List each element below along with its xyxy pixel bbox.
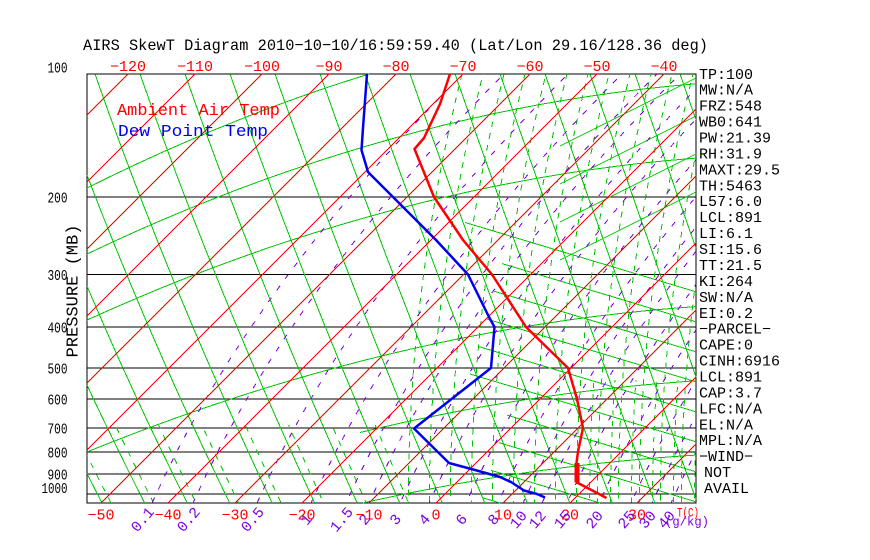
svg-text:MAXT:29.5: MAXT:29.5 bbox=[699, 162, 780, 179]
svg-text:RH:31.9: RH:31.9 bbox=[699, 146, 762, 163]
svg-text:200: 200 bbox=[48, 190, 68, 207]
svg-text:EL:N/A: EL:N/A bbox=[699, 417, 753, 434]
svg-text:LCL:891: LCL:891 bbox=[699, 210, 762, 227]
svg-text:900: 900 bbox=[48, 467, 68, 484]
svg-text:400: 400 bbox=[48, 320, 68, 337]
svg-text:1000: 1000 bbox=[42, 481, 68, 498]
svg-text:WB0:641: WB0:641 bbox=[699, 115, 762, 132]
svg-text:Dew Point Temp: Dew Point Temp bbox=[118, 123, 268, 142]
svg-text:CAP:3.7: CAP:3.7 bbox=[699, 385, 762, 402]
svg-text:MW:N/A: MW:N/A bbox=[699, 83, 753, 100]
svg-text:30: 30 bbox=[628, 508, 646, 525]
svg-text:−90: −90 bbox=[315, 59, 342, 76]
svg-text:−70: −70 bbox=[449, 59, 476, 76]
svg-text:LI:6.1: LI:6.1 bbox=[699, 226, 753, 243]
svg-text:TT:21.5: TT:21.5 bbox=[699, 258, 762, 275]
svg-text:−50: −50 bbox=[87, 508, 114, 525]
svg-text:−80: −80 bbox=[382, 59, 409, 76]
svg-text:TH:5463: TH:5463 bbox=[699, 178, 762, 195]
svg-text:−100: −100 bbox=[244, 59, 280, 76]
svg-text:−10: −10 bbox=[355, 508, 382, 525]
svg-text:KI:264: KI:264 bbox=[699, 274, 753, 291]
svg-text:10: 10 bbox=[494, 508, 512, 525]
svg-text:CAPE:0: CAPE:0 bbox=[699, 338, 753, 355]
svg-text:−120: −120 bbox=[110, 59, 146, 76]
svg-text:−WIND−: −WIND− bbox=[699, 449, 753, 466]
svg-text:−20: −20 bbox=[288, 508, 315, 525]
svg-text:−110: −110 bbox=[177, 59, 213, 76]
svg-text:PRESSURE (MB): PRESSURE (MB) bbox=[65, 225, 84, 358]
svg-text:T(C): T(C) bbox=[677, 506, 699, 521]
svg-text:0: 0 bbox=[431, 508, 440, 525]
svg-text:EI:0.2: EI:0.2 bbox=[699, 306, 753, 323]
svg-text:LCL:891: LCL:891 bbox=[699, 370, 762, 387]
svg-text:L57:6.0: L57:6.0 bbox=[699, 194, 762, 211]
svg-text:−PARCEL−: −PARCEL− bbox=[699, 322, 771, 339]
svg-text:AVAIL: AVAIL bbox=[704, 481, 749, 498]
svg-text:FRZ:548: FRZ:548 bbox=[699, 99, 762, 116]
svg-text:300: 300 bbox=[48, 268, 68, 285]
svg-text:AIRS SkewT Diagram 2010−10−10/: AIRS SkewT Diagram 2010−10−10/16:59:59.4… bbox=[83, 37, 708, 55]
svg-text:SI:15.6: SI:15.6 bbox=[699, 242, 762, 259]
svg-text:800: 800 bbox=[48, 445, 68, 462]
svg-text:500: 500 bbox=[48, 361, 68, 378]
svg-text:−50: −50 bbox=[583, 59, 610, 76]
svg-text:(g/kg): (g/kg) bbox=[665, 515, 709, 530]
svg-text:100: 100 bbox=[48, 60, 68, 77]
svg-text:PW:21.39: PW:21.39 bbox=[699, 131, 771, 148]
svg-text:−40: −40 bbox=[650, 59, 677, 76]
svg-text:−60: −60 bbox=[516, 59, 543, 76]
svg-text:600: 600 bbox=[48, 392, 68, 409]
svg-text:−40: −40 bbox=[154, 508, 181, 525]
svg-text:MPL:N/A: MPL:N/A bbox=[699, 433, 762, 450]
svg-text:Ambient Air Temp: Ambient Air Temp bbox=[117, 102, 280, 121]
svg-text:LFC:N/A: LFC:N/A bbox=[699, 401, 762, 418]
svg-text:700: 700 bbox=[48, 421, 68, 438]
svg-text:SW:N/A: SW:N/A bbox=[699, 290, 753, 307]
svg-text:20: 20 bbox=[561, 508, 579, 525]
svg-text:NOT: NOT bbox=[704, 465, 731, 482]
svg-text:CINH:6916: CINH:6916 bbox=[699, 354, 780, 371]
svg-text:TP:100: TP:100 bbox=[699, 67, 753, 84]
svg-text:−30: −30 bbox=[221, 508, 248, 525]
